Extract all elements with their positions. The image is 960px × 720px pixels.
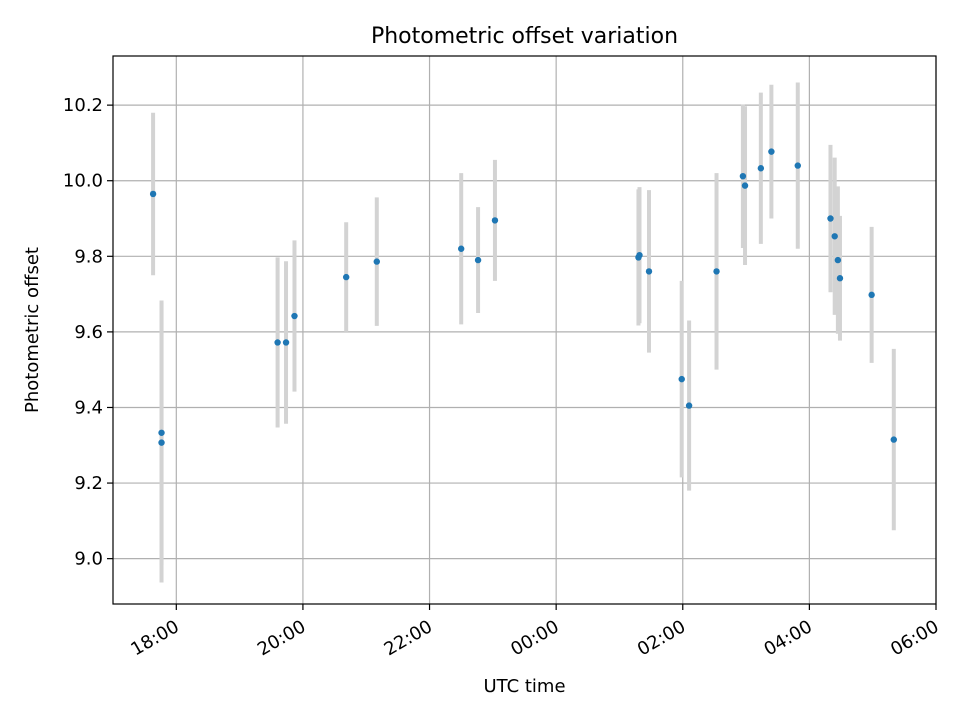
data-point (827, 215, 834, 222)
data-point (678, 375, 685, 383)
data-point (645, 268, 653, 275)
x-axis-label: UTC time (483, 676, 565, 697)
y-tick-label: 9.0 (74, 549, 103, 570)
data-point (474, 256, 482, 264)
data-point (158, 439, 165, 446)
data-point (342, 273, 350, 281)
data-point (491, 217, 499, 224)
y-tick-label: 9.8 (74, 246, 103, 267)
data-point (636, 251, 643, 259)
data-point (158, 429, 165, 436)
data-point (768, 148, 775, 155)
y-tick-label: 9.2 (74, 473, 103, 494)
y-tick-label: 10.0 (63, 171, 103, 192)
y-tick-label: 9.4 (74, 397, 103, 418)
data-point (685, 402, 693, 409)
data-point (831, 233, 838, 240)
data-point (836, 275, 844, 282)
chart-title: Photometric offset variation (371, 24, 678, 49)
data-point (274, 339, 281, 346)
y-tick-label: 9.6 (74, 322, 103, 343)
data-point (868, 291, 875, 299)
data-point (794, 162, 801, 169)
data-point (282, 339, 290, 346)
data-points (149, 148, 897, 446)
data-point (291, 312, 298, 320)
data-point (149, 190, 157, 198)
data-point (757, 165, 765, 172)
data-point (373, 258, 380, 265)
data-point (739, 172, 747, 180)
y-axis-ticks: 9.0 9.2 9.4 9.6 9.8 10.0 10.2 (63, 95, 113, 570)
data-point (834, 256, 842, 264)
data-point (890, 436, 897, 443)
data-point (457, 245, 465, 252)
y-tick-label: 10.2 (63, 95, 103, 116)
data-point (741, 182, 749, 189)
plot-frame (112, 55, 937, 605)
data-point (713, 268, 720, 275)
y-axis-label: Photometric offset (22, 247, 43, 413)
